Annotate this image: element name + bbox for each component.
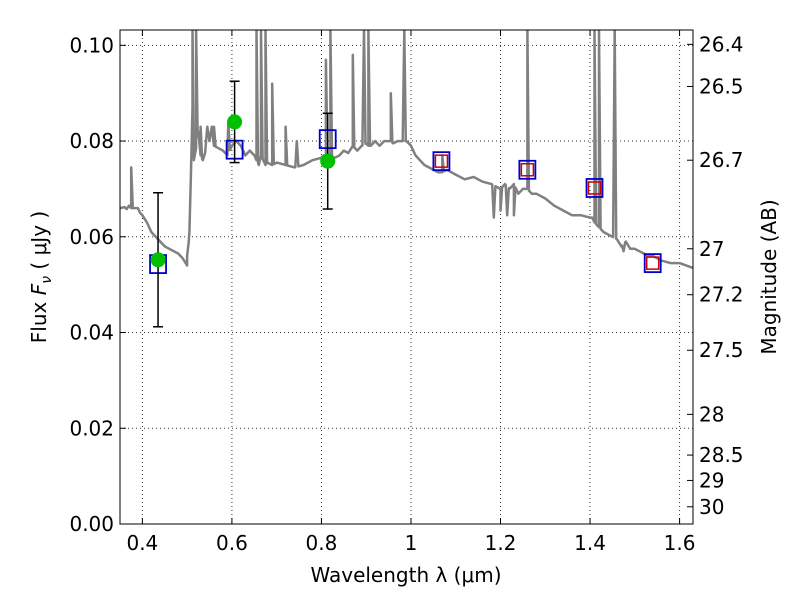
mag-tick-label: 28.5 [699,443,744,467]
observed-photometry-point [320,153,336,169]
spectrum-line [120,30,693,270]
photometry-layer [149,80,662,328]
y-axis-title: Flux Fν ( μJy ) [27,211,55,343]
y-tick-label: 0.10 [69,33,114,57]
mag-tick-label: 30 [699,495,724,519]
plot-frame [119,29,694,525]
model-photometry-point [585,178,604,198]
mag-tick-label: 26.7 [699,148,744,172]
y2-axis-title: Magnitude (AB) [757,199,781,354]
y-axis-title-symbol: F [27,283,51,295]
mag-tick-label: 28 [699,402,724,426]
magnitude-axis-ticks: 26.4 26.5 26.7 27 27.2 27.5 28 28.529 30 [687,32,744,519]
x-tick-label: 0.6 [216,531,248,555]
x-tick-label: 1.2 [485,531,517,555]
spectrum-layer [120,30,693,270]
mag-tick-label: 29 [699,468,724,492]
y-tick-label: 0.00 [69,512,114,536]
model-photometry-point [432,151,451,172]
mag-tick-label: 26.5 [699,74,744,98]
x-tick-label: 1.4 [574,531,606,555]
y-axis-ticks: 0.00 0.02 0.04 0.06 0.08 0.10 [69,33,126,536]
model-photometry-point [518,159,537,180]
y-tick-label: 0.04 [69,321,114,345]
y-axis-title-subscript: ν [39,276,55,284]
y-axis-title-prefix: Flux [27,295,51,343]
y-tick-label: 0.02 [69,416,114,440]
x-tick-label: 0.8 [306,531,338,555]
x-axis-ticks: 0.4 0.6 0.8 1 1.2 1.4 1.6 [126,30,695,555]
y-axis-title-suffix: ( μJy ) [27,211,51,276]
y-tick-label: 0.08 [69,129,114,153]
x-tick-label: 0.4 [126,531,158,555]
mag-tick-label: 27.2 [699,283,744,307]
x-tick-label: 1.6 [664,531,696,555]
predicted-photometry-point [587,181,602,195]
observed-photometry-point [150,252,166,268]
x-axis-title: Wavelength λ (μm) [310,563,501,587]
predicted-photometry-point [434,154,449,168]
observed-photometry-point [227,114,243,130]
x-tick-label: 1 [405,531,418,555]
mag-tick-label: 27.5 [699,338,744,362]
mag-tick-label: 27 [699,237,724,261]
predicted-photometry-point [520,163,535,177]
model-photometry-point [643,253,662,274]
mag-tick-label: 26.4 [699,32,744,56]
predicted-photometry-point [645,256,660,270]
y-tick-label: 0.06 [69,225,114,249]
